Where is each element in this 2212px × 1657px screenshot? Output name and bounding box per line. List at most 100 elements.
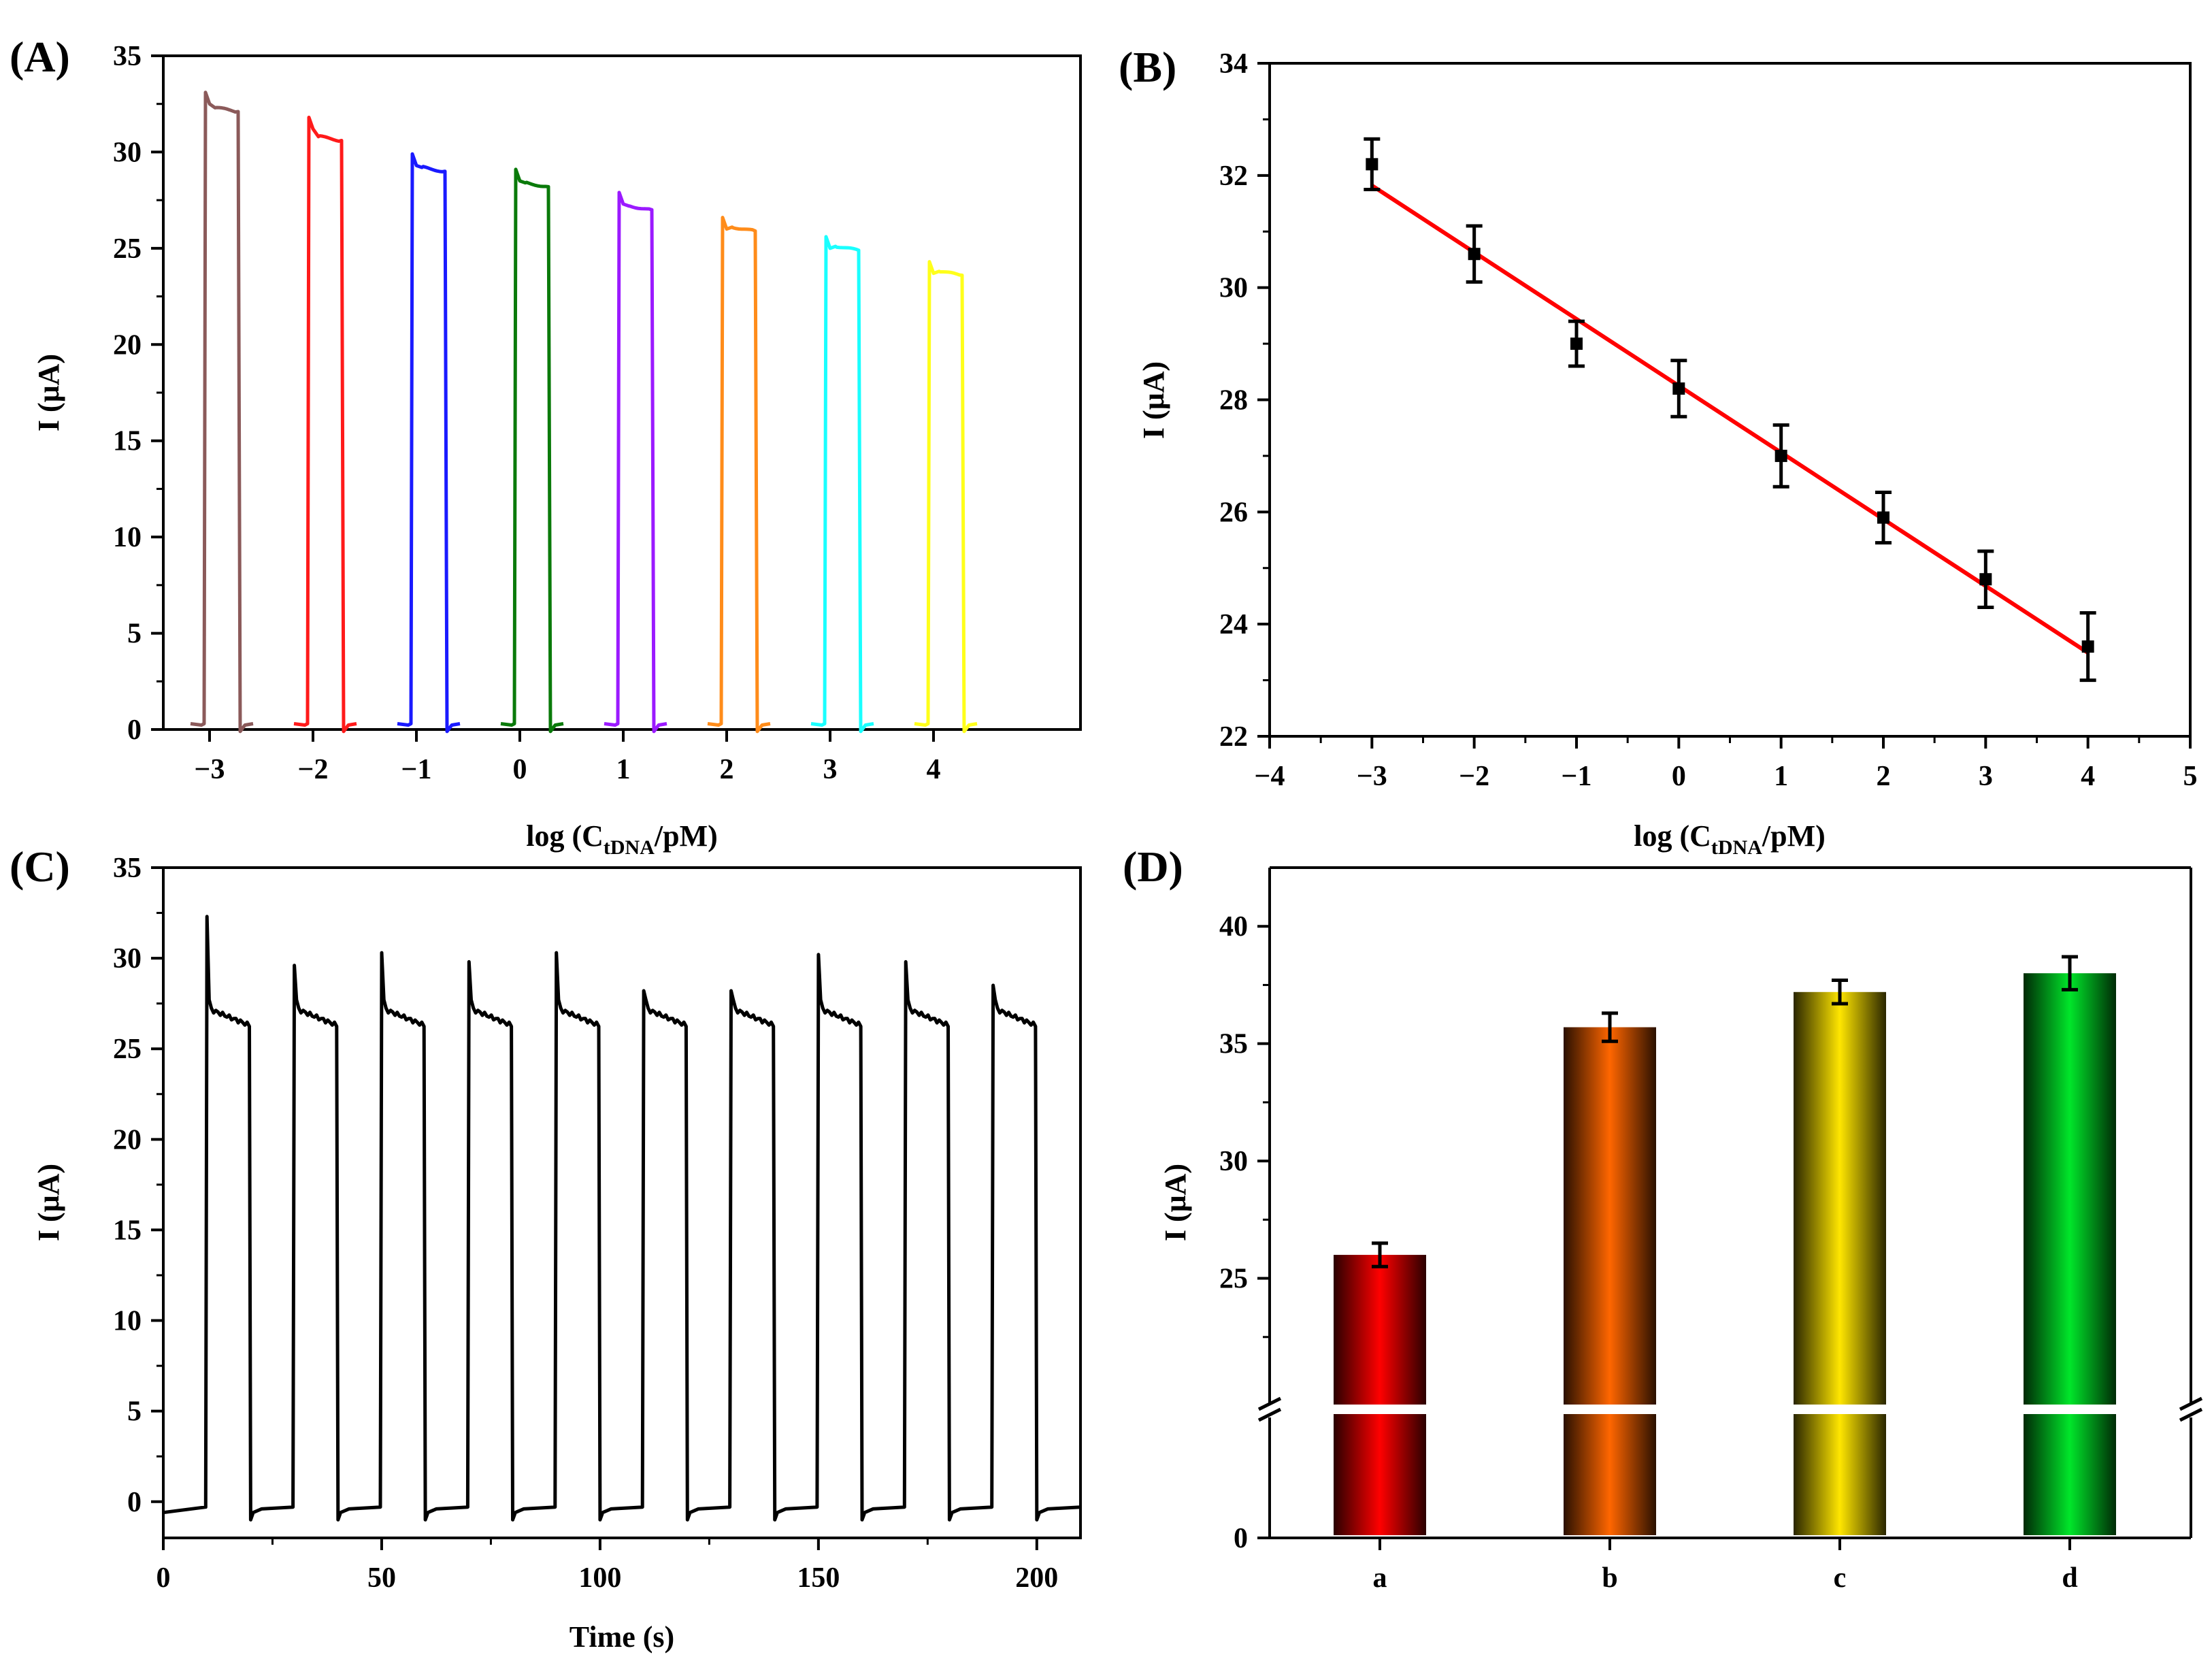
d-xtick-label: c <box>1834 1562 1847 1594</box>
d-xtick-label: d <box>2062 1562 2077 1594</box>
a-series-0-line <box>190 91 254 734</box>
panel-b-xlabel-main: log (C <box>1634 819 1711 853</box>
c-ytick-label: 5 <box>127 1396 142 1428</box>
panel-c-label: (C) <box>10 842 70 891</box>
d-ytick-label: 0 <box>1234 1523 1248 1554</box>
b-ytick-label: 32 <box>1219 161 1248 192</box>
d-bar-a <box>1334 1255 1426 1535</box>
d-xtick-label: b <box>1602 1562 1617 1594</box>
c-ytick-label: 20 <box>113 1124 142 1155</box>
a-series-2-line <box>397 152 461 734</box>
b-xtick-label: 5 <box>2183 761 2198 792</box>
d-bar-break-gap <box>1331 1405 1429 1414</box>
a-series-6-line <box>810 235 874 734</box>
c-ytick-label: 35 <box>113 853 142 884</box>
panel-b-ylabel: I (μA) <box>1137 361 1170 439</box>
a-xtick-label: 4 <box>927 754 941 785</box>
panel-d-label: (D) <box>1123 842 1183 891</box>
b-data-point <box>1570 338 1583 350</box>
a-ytick-label: 25 <box>113 233 142 265</box>
b-data-point <box>1774 449 1787 462</box>
d-axis-break-mark <box>1257 1396 1282 1411</box>
b-xtick-label: 1 <box>1774 761 1788 792</box>
d-ytick-label: 30 <box>1219 1146 1248 1177</box>
panel-b-xlabel: log (CtDNA/pM) <box>1634 819 1826 859</box>
panel-b-xlabel-tail: /pM) <box>1762 819 1826 853</box>
a-xtick-label: 3 <box>823 754 838 785</box>
b-ytick-label: 24 <box>1219 609 1248 640</box>
panel-d: (D) 0 25 30 35 40 a b c d I (μA) <box>1123 842 2203 1594</box>
panel-c-xlabel: Time (s) <box>569 1620 674 1654</box>
c-ytick-label: 30 <box>113 943 142 974</box>
a-xtick-label: 1 <box>616 754 631 785</box>
panel-b-frame <box>1268 62 2192 738</box>
a-ytick-label: 5 <box>127 619 142 650</box>
a-series-5-line <box>707 216 771 734</box>
panel-b-xlabel-sub: tDNA <box>1711 836 1762 859</box>
d-axis-break-mark <box>1257 1407 1282 1422</box>
panel-a-xlabel-main: log (C <box>526 819 604 853</box>
panel-d-ylabel: I (μA) <box>1159 1164 1192 1241</box>
panel-b-label: (B) <box>1119 43 1176 91</box>
b-xtick-label: −3 <box>1357 761 1387 792</box>
a-xtick-label: 2 <box>720 754 734 785</box>
a-series-4-line <box>604 191 667 734</box>
a-ytick-label: 10 <box>113 522 142 553</box>
b-data-point <box>1877 511 1889 524</box>
c-ytick-label: 10 <box>113 1306 142 1337</box>
d-bar-c <box>1794 991 1886 1535</box>
a-xtick-label: −2 <box>298 754 329 785</box>
b-xtick-label: −1 <box>1562 761 1592 792</box>
d-bar-break-gap <box>1791 1405 1889 1414</box>
panel-c: (C) 0 5 10 15 20 25 30 35 0 50 100 150 200 I (μA) T… <box>10 842 1082 1654</box>
panel-a-ylabel: I (μA) <box>32 354 65 431</box>
d-bar-break-gap <box>1561 1405 1659 1414</box>
panel-a-xlabel: log (CtDNA/pM) <box>526 819 718 859</box>
b-xtick-label: −2 <box>1459 761 1489 792</box>
c-xtick-label: 50 <box>367 1562 396 1594</box>
d-ytick-label: 25 <box>1219 1264 1248 1295</box>
a-xtick-label: 0 <box>513 754 527 785</box>
b-xtick-label: 4 <box>2081 761 2095 792</box>
b-ytick-label: 34 <box>1219 48 1248 80</box>
b-data-point <box>2081 640 2094 653</box>
b-data-point <box>1979 573 1992 586</box>
a-ytick-label: 30 <box>113 137 142 168</box>
c-ytick-label: 15 <box>113 1215 142 1246</box>
b-ytick-label: 26 <box>1219 497 1248 528</box>
b-data-point <box>1672 382 1685 395</box>
c-xtick-label: 100 <box>578 1562 621 1594</box>
b-xtick-label: 0 <box>1672 761 1686 792</box>
panel-c-ylabel: I (μA) <box>32 1164 65 1241</box>
d-bar-b <box>1564 1027 1656 1535</box>
panel-a-frame <box>162 54 1082 731</box>
c-xtick-label: 200 <box>1015 1562 1058 1594</box>
a-series-7-line <box>914 260 978 734</box>
panel-a-xlabel-sub: tDNA <box>604 836 655 859</box>
panel-a-label: (A) <box>10 33 70 81</box>
b-ytick-label: 30 <box>1219 273 1248 304</box>
panel-a: (A) 0 5 10 15 20 25 30 35 −3 −2 −1 0 1 2 3 4 I (μA) lo… <box>10 33 1082 859</box>
c-xtick-label: 0 <box>156 1562 171 1594</box>
b-data-point <box>1468 248 1481 261</box>
panel-c-frame <box>162 866 1082 1539</box>
d-bar-d <box>2024 973 2116 1535</box>
c-xtick-label: 150 <box>797 1562 840 1594</box>
b-xtick-label: −4 <box>1255 761 1285 792</box>
a-ytick-label: 0 <box>127 715 142 746</box>
b-data-point <box>1366 158 1379 171</box>
a-xtick-label: −1 <box>401 754 432 785</box>
c-ytick-label: 0 <box>127 1487 142 1518</box>
b-xtick-label: 3 <box>1979 761 1993 792</box>
panel-a-xlabel-tail: /pM) <box>654 819 718 853</box>
c-series-line <box>163 915 1081 1522</box>
a-ytick-label: 15 <box>113 426 142 457</box>
d-axis-break-mark <box>2179 1396 2203 1411</box>
a-ytick-label: 20 <box>113 329 142 361</box>
a-series-1-line <box>293 116 357 734</box>
d-ytick-label: 40 <box>1219 911 1248 942</box>
c-ytick-label: 25 <box>113 1034 142 1065</box>
b-ytick-label: 28 <box>1219 385 1248 416</box>
